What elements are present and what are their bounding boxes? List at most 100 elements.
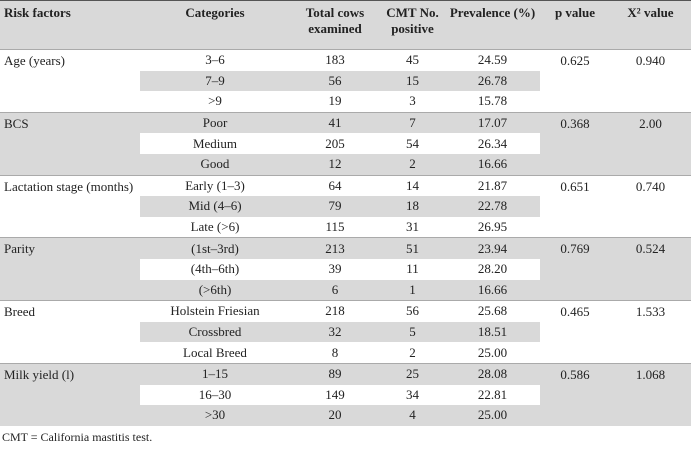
cell: (>6th) — [140, 279, 290, 301]
cell: 149 — [325, 386, 345, 402]
cell: Local Breed — [183, 344, 247, 360]
cell: 4 — [380, 405, 445, 426]
cell: 22.78 — [445, 196, 540, 217]
cell: 20 — [290, 405, 380, 426]
risk-factor: Lactation stage (months) — [0, 174, 140, 238]
cell: 183 — [290, 48, 380, 71]
header-cell: Total cows examined — [290, 0, 380, 50]
cell: 79 — [290, 196, 380, 217]
table-row: Breed Holstein Friesian 218 56 25.68 0.465 1.5… — [0, 300, 691, 364]
cell: 26.95 — [477, 219, 508, 235]
chi-square-value: 0.524 — [610, 237, 691, 301]
cell: 26.78 — [445, 70, 540, 92]
cell: 12 — [290, 153, 380, 176]
header-cell: CMT No. positive — [380, 0, 445, 50]
cell: 213 — [290, 237, 380, 259]
table-row: Lactation stage (months) Early (1–3) 64 14 2… — [0, 174, 691, 238]
table-row: Local Breed 8 2 25.00 — [0, 342, 691, 363]
header-cell: p value — [540, 0, 610, 50]
cell: 14 — [380, 174, 445, 197]
p-value: 0.769 — [540, 237, 610, 301]
cell: 16.66 — [445, 153, 540, 176]
cell: 56 — [380, 300, 445, 322]
cell: 3–6 — [140, 48, 290, 71]
table-row: Medium 205 54 26.34 — [0, 133, 691, 154]
cell: 26.34 — [477, 135, 508, 151]
risk-factor: Age (years) — [0, 49, 140, 113]
cell: 24.59 — [445, 48, 540, 71]
table-row: >9 19 3 15.78 — [0, 91, 691, 112]
table-row: Parity (1st–3rd) 213 51 23.94 0.769 0.524 — [0, 237, 691, 301]
cell: 18 — [380, 196, 445, 217]
cell: 51 — [380, 237, 445, 259]
cell: 45 — [380, 48, 445, 71]
p-value: 0.625 — [540, 49, 610, 113]
cell: Early (1–3) — [140, 174, 290, 197]
p-value: 0.651 — [540, 174, 610, 238]
cell: 39 — [328, 261, 342, 277]
cell: 5 — [380, 321, 445, 343]
risk-factor: Breed — [0, 300, 140, 364]
table-row: (4th–6th) 39 11 28.20 — [0, 259, 691, 280]
chi-square-value: 1.068 — [610, 362, 691, 426]
chi-square-value: 0.740 — [610, 174, 691, 238]
cell: 23.94 — [445, 237, 540, 259]
cell: 28.08 — [445, 362, 540, 385]
table-row: Late (>6) 115 31 26.95 — [0, 217, 691, 238]
header-cell: X² value — [610, 0, 691, 50]
cell: (1st–3rd) — [140, 237, 290, 259]
cell: 28.20 — [477, 261, 508, 277]
cell: 31 — [406, 219, 419, 235]
cell: >30 — [140, 405, 290, 426]
table-row: Age (years) 3–6 183 45 24.59 0.625 0.940 — [0, 48, 691, 113]
cell: 7 — [380, 111, 445, 134]
cell: Good — [140, 153, 290, 176]
cell: Medium — [192, 135, 238, 151]
cell: (4th–6th) — [190, 261, 240, 277]
p-value: 0.368 — [540, 111, 610, 176]
cell: Crossbred — [140, 321, 290, 343]
cell: 1 — [380, 279, 445, 301]
p-value: 0.586 — [540, 362, 610, 426]
header-cell: Categories — [140, 0, 290, 50]
table-row: 7–9 56 15 26.78 — [0, 70, 691, 92]
header-cell: Risk factors — [0, 0, 140, 50]
cell: 11 — [406, 261, 419, 277]
header-row: Risk factors Categories Total cows examine… — [0, 0, 691, 50]
cell: 205 — [325, 135, 345, 151]
table-row: 16–30 149 34 22.81 — [0, 385, 691, 406]
cell: 21.87 — [445, 174, 540, 197]
table-row: >30 20 4 25.00 — [0, 405, 691, 426]
cell: Mid (4–6) — [140, 196, 290, 217]
cell: 89 — [290, 362, 380, 385]
table-row: (>6th) 6 1 16.66 — [0, 279, 691, 301]
cell: 2 — [380, 153, 445, 176]
cell: 56 — [290, 70, 380, 92]
cell: 25 — [380, 362, 445, 385]
footnote: CMT = California mastitis test. — [2, 429, 153, 444]
risk-factor: Parity — [0, 237, 140, 301]
cell: 25.68 — [445, 300, 540, 322]
chi-square-value: 2.00 — [610, 111, 691, 176]
cell: 6 — [290, 279, 380, 301]
cell: 32 — [290, 321, 380, 343]
table-row: Mid (4–6) 79 18 22.78 — [0, 196, 691, 217]
header-cell: Prevalence (%) — [445, 0, 540, 50]
cell: 41 — [290, 111, 380, 134]
cell: 18.51 — [445, 321, 540, 343]
risk-factor: Milk yield (l) — [0, 362, 140, 426]
cell: 16–30 — [198, 386, 232, 402]
cell: >9 — [208, 93, 222, 109]
cell: 8 — [331, 344, 339, 360]
table-row: Crossbred 32 5 18.51 — [0, 321, 691, 343]
table-body: Age (years) 3–6 183 45 24.59 0.625 0.940 7–9 56 1… — [0, 48, 691, 426]
cell: 2 — [409, 344, 416, 360]
cell: 22.81 — [477, 386, 508, 402]
cell: 54 — [406, 135, 419, 151]
cell: 3 — [409, 93, 416, 109]
chi-square-value: 1.533 — [610, 300, 691, 364]
table-row: Good 12 2 16.66 — [0, 153, 691, 176]
cell: 34 — [406, 386, 419, 402]
cell: 17.07 — [445, 111, 540, 134]
